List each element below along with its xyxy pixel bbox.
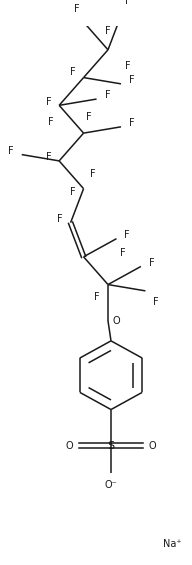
Text: F: F <box>129 118 135 128</box>
Text: F: F <box>121 248 126 258</box>
Text: F: F <box>57 214 63 224</box>
Text: F: F <box>125 0 131 6</box>
Text: F: F <box>94 292 100 302</box>
Text: F: F <box>129 75 135 85</box>
Text: F: F <box>125 60 131 71</box>
Text: F: F <box>70 67 76 77</box>
Text: Na⁺: Na⁺ <box>163 539 182 549</box>
Text: F: F <box>70 188 76 198</box>
Text: S: S <box>108 441 115 451</box>
Text: O⁻: O⁻ <box>105 480 117 490</box>
Text: O: O <box>149 441 157 451</box>
Text: F: F <box>105 27 111 36</box>
Text: F: F <box>149 258 155 268</box>
Text: F: F <box>105 90 110 100</box>
Text: F: F <box>74 5 79 14</box>
Text: F: F <box>48 117 53 127</box>
Text: F: F <box>46 152 51 162</box>
Text: O: O <box>113 316 121 326</box>
Text: F: F <box>8 146 14 156</box>
Text: F: F <box>86 112 91 121</box>
Text: F: F <box>153 297 159 307</box>
Text: F: F <box>46 97 51 107</box>
Text: F: F <box>90 169 95 179</box>
Text: F: F <box>124 230 130 240</box>
Text: O: O <box>65 441 73 451</box>
